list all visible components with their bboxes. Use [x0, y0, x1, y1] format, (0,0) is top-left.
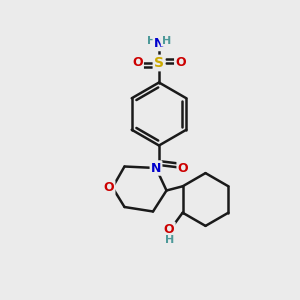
Text: O: O	[164, 223, 174, 236]
Text: N: N	[154, 37, 164, 50]
Text: O: O	[178, 161, 188, 175]
Text: O: O	[132, 56, 143, 70]
Text: O: O	[103, 181, 114, 194]
Text: H: H	[147, 35, 156, 46]
Text: H: H	[164, 235, 174, 245]
Text: N: N	[151, 161, 161, 175]
Text: S: S	[154, 56, 164, 70]
Text: H: H	[162, 35, 171, 46]
Text: O: O	[175, 56, 186, 70]
